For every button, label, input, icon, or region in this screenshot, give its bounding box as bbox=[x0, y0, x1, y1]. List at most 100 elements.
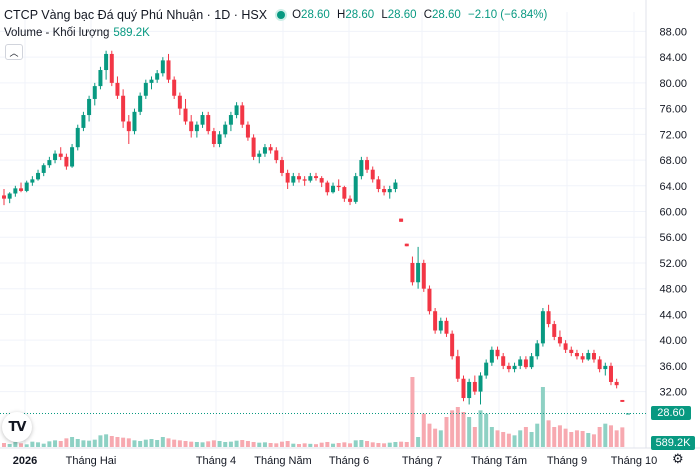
last-volume-badge: 589.2K bbox=[651, 436, 695, 450]
volume-bar bbox=[410, 377, 415, 447]
volume-bar bbox=[450, 410, 455, 447]
y-tick-label: 60.00 bbox=[659, 207, 687, 219]
candle-body bbox=[268, 147, 273, 151]
candle-body bbox=[296, 176, 301, 180]
volume-bar bbox=[223, 442, 228, 447]
candle-body bbox=[387, 189, 392, 193]
candle-body bbox=[608, 365, 613, 382]
y-tick-label: 32.00 bbox=[659, 387, 687, 399]
volume-bar bbox=[353, 440, 358, 447]
candle-body bbox=[75, 127, 80, 148]
candle-body bbox=[557, 336, 562, 344]
tradingview-logo-text: TV bbox=[8, 419, 27, 435]
tradingview-logo[interactable]: TV bbox=[2, 412, 32, 442]
volume-bar bbox=[70, 437, 75, 447]
volume-bar bbox=[262, 442, 267, 447]
candle-body bbox=[211, 131, 216, 144]
x-tick-label: Tháng Năm bbox=[254, 455, 311, 467]
candle-body bbox=[325, 182, 330, 193]
volume-bar bbox=[53, 440, 58, 447]
candle-body bbox=[160, 60, 165, 74]
volume-bar bbox=[427, 423, 432, 447]
volume-bar bbox=[433, 428, 438, 447]
volume-bar bbox=[75, 439, 80, 447]
candle-body bbox=[342, 187, 347, 199]
y-tick-label: 56.00 bbox=[659, 232, 687, 244]
symbol-title[interactable]: CTCP Vàng bạc Đá quý Phú Nhuận · 1D · HS… bbox=[4, 8, 268, 22]
volume-bar bbox=[472, 427, 477, 447]
candle-body bbox=[348, 198, 353, 202]
candle-body bbox=[121, 95, 126, 122]
candle-body bbox=[580, 356, 585, 360]
close-label: C bbox=[423, 9, 433, 21]
candle-body bbox=[455, 356, 460, 379]
ohlc-legend: O28.60 H28.60 L28.60 C28.60 −2.10 (−6.84… bbox=[292, 9, 547, 21]
candle-body bbox=[359, 160, 364, 177]
candle-body bbox=[484, 362, 489, 376]
volume-bar bbox=[166, 438, 171, 447]
candle-body bbox=[314, 176, 318, 179]
y-tick-label: 72.00 bbox=[659, 129, 687, 141]
symbol-header: CTCP Vàng bạc Đá quý Phú Nhuận · 1D · HS… bbox=[4, 6, 547, 24]
gear-icon[interactable]: ⚙ bbox=[672, 451, 684, 466]
collapse-legend-button[interactable]: ︿ bbox=[5, 44, 23, 60]
volume-bar bbox=[489, 427, 494, 447]
candle-body bbox=[552, 324, 557, 337]
y-tick-label: 88.00 bbox=[659, 26, 687, 38]
high-label: H bbox=[337, 9, 346, 21]
volume-bar bbox=[495, 430, 500, 447]
volume-bar bbox=[331, 443, 336, 447]
y-tick-label: 84.00 bbox=[659, 52, 687, 64]
candle-body bbox=[586, 353, 591, 360]
volume-bar bbox=[160, 437, 165, 447]
volume-bar bbox=[36, 442, 41, 447]
volume-bar bbox=[518, 430, 523, 447]
volume-bar bbox=[529, 432, 534, 447]
volume-bar bbox=[279, 441, 284, 447]
candle-body bbox=[138, 95, 143, 112]
candle-body bbox=[228, 115, 233, 125]
volume-bar bbox=[506, 433, 511, 447]
volume-bar bbox=[467, 417, 472, 447]
volume-bar bbox=[421, 413, 426, 447]
volume-bar bbox=[393, 442, 398, 447]
volume-bar bbox=[461, 412, 466, 447]
volume-value: 589.2K bbox=[113, 27, 150, 39]
volume-bar bbox=[603, 423, 608, 447]
candle-body bbox=[512, 365, 517, 370]
x-tick-label: Tháng 6 bbox=[329, 455, 369, 467]
candle-body bbox=[308, 176, 313, 181]
volume-bar bbox=[382, 443, 387, 447]
candle-body bbox=[535, 343, 540, 357]
chevron-up-icon: ︿ bbox=[9, 47, 19, 58]
volume-bar bbox=[359, 440, 364, 447]
volume-bar bbox=[143, 439, 148, 447]
candle-body bbox=[603, 365, 608, 370]
volume-bar bbox=[126, 438, 131, 447]
y-tick-label: 40.00 bbox=[659, 335, 687, 347]
volume-bar bbox=[81, 440, 86, 447]
candle-body bbox=[132, 111, 137, 132]
volume-bar bbox=[115, 437, 120, 447]
high-value: 28.60 bbox=[345, 9, 375, 21]
volume-bar bbox=[416, 437, 421, 447]
candle-body bbox=[98, 70, 103, 87]
candle-body bbox=[13, 188, 18, 194]
y-tick-label: 52.00 bbox=[659, 258, 687, 270]
volume-bar bbox=[217, 441, 222, 447]
candle-body bbox=[472, 381, 477, 392]
candle-body bbox=[285, 172, 290, 183]
volume-bar bbox=[376, 443, 381, 447]
candle-body bbox=[41, 165, 46, 173]
x-tick-label: 2026 bbox=[13, 455, 37, 467]
candle-body bbox=[177, 95, 182, 109]
candle-body bbox=[274, 150, 279, 161]
volume-bar bbox=[257, 442, 262, 447]
candle-body bbox=[461, 378, 466, 399]
candle-body bbox=[546, 311, 551, 325]
volume-bar bbox=[523, 427, 528, 447]
volume-bar bbox=[13, 442, 18, 447]
candle-body bbox=[495, 349, 500, 357]
candle-body bbox=[149, 79, 154, 83]
